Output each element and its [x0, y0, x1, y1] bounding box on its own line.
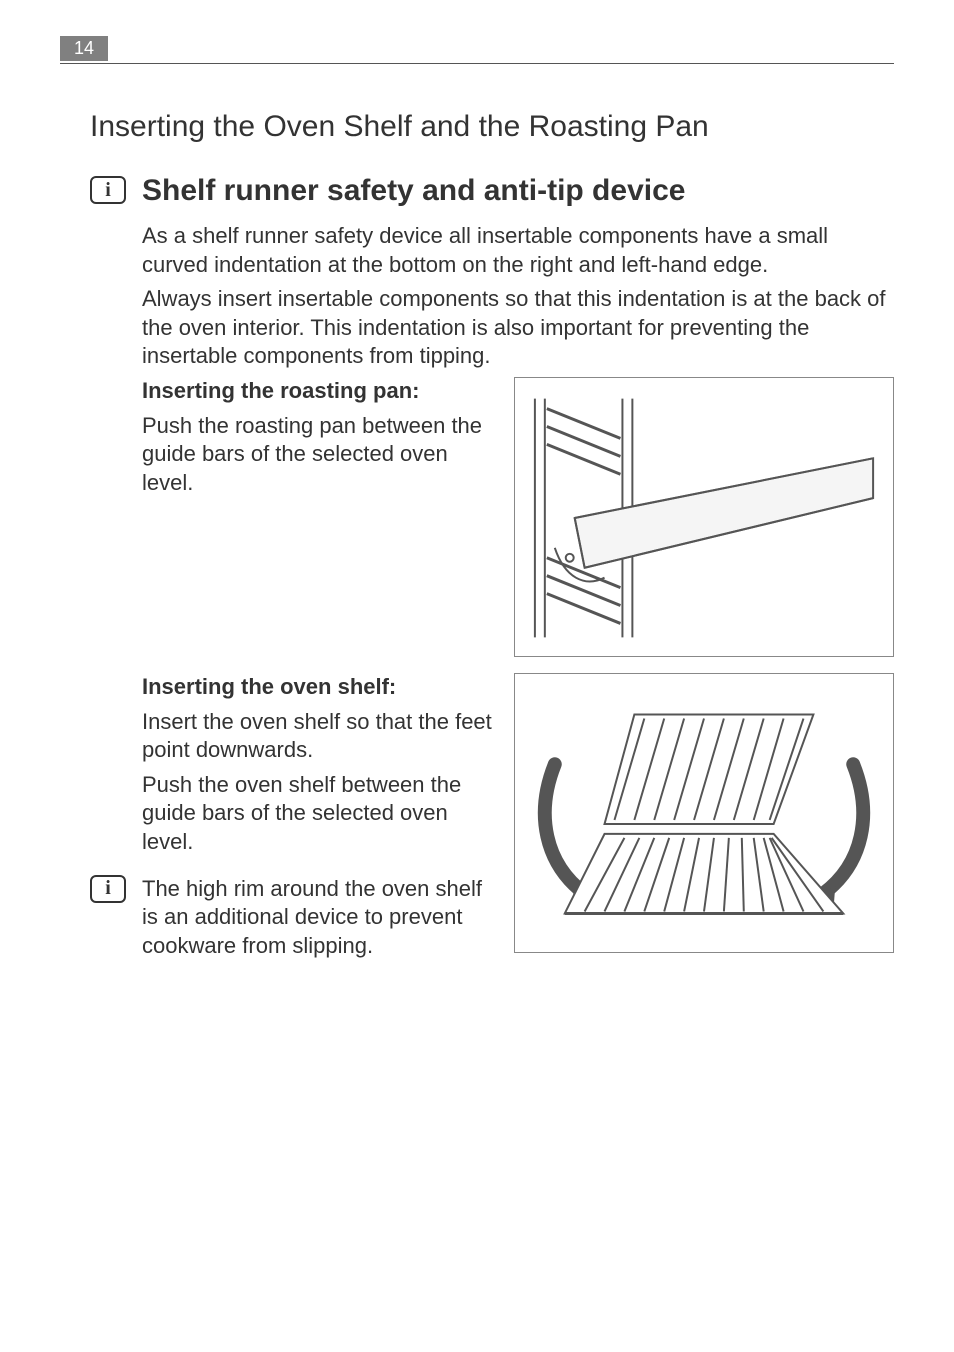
roasting-pan-figure: [514, 377, 894, 657]
page-number: 14: [60, 36, 108, 61]
roasting-pan-row: Inserting the roasting pan: Push the roa…: [142, 377, 894, 657]
page-header: 14: [60, 36, 894, 64]
note-text: The high rim around the oven shelf is an…: [142, 875, 494, 961]
intro-para-1: As a shelf runner safety device all inse…: [142, 222, 894, 279]
section-title: Inserting the Oven Shelf and the Roastin…: [90, 110, 894, 144]
subsection-title: Shelf runner safety and anti-tip device: [142, 174, 894, 208]
info-icon: i: [90, 875, 126, 903]
oven-shelf-body-2: Push the oven shelf between the guide ba…: [142, 771, 494, 857]
roasting-pan-illustration: [515, 378, 893, 657]
roasting-pan-text: Inserting the roasting pan: Push the roa…: [142, 377, 494, 657]
roasting-pan-body: Push the roasting pan between the guide …: [142, 412, 494, 498]
oven-shelf-figure: [514, 673, 894, 953]
roasting-pan-heading: Inserting the roasting pan:: [142, 377, 494, 406]
content-area: Inserting the Oven Shelf and the Roastin…: [90, 110, 894, 966]
info-block-note: i The high rim around the oven shelf is …: [90, 875, 494, 961]
info-block-main: i Shelf runner safety and anti-tip devic…: [90, 174, 894, 371]
oven-shelf-illustration: [515, 674, 893, 953]
oven-shelf-heading: Inserting the oven shelf:: [142, 673, 494, 702]
intro-para-2: Always insert insertable components so t…: [142, 285, 894, 371]
page-rule: [60, 63, 894, 64]
oven-shelf-text: Inserting the oven shelf: Insert the ove…: [142, 673, 494, 966]
page: 14 Inserting the Oven Shelf and the Roas…: [0, 0, 954, 1352]
info-icon: i: [90, 176, 126, 204]
oven-shelf-body-1: Insert the oven shelf so that the feet p…: [142, 708, 494, 765]
oven-shelf-row: Inserting the oven shelf: Insert the ove…: [142, 673, 894, 966]
